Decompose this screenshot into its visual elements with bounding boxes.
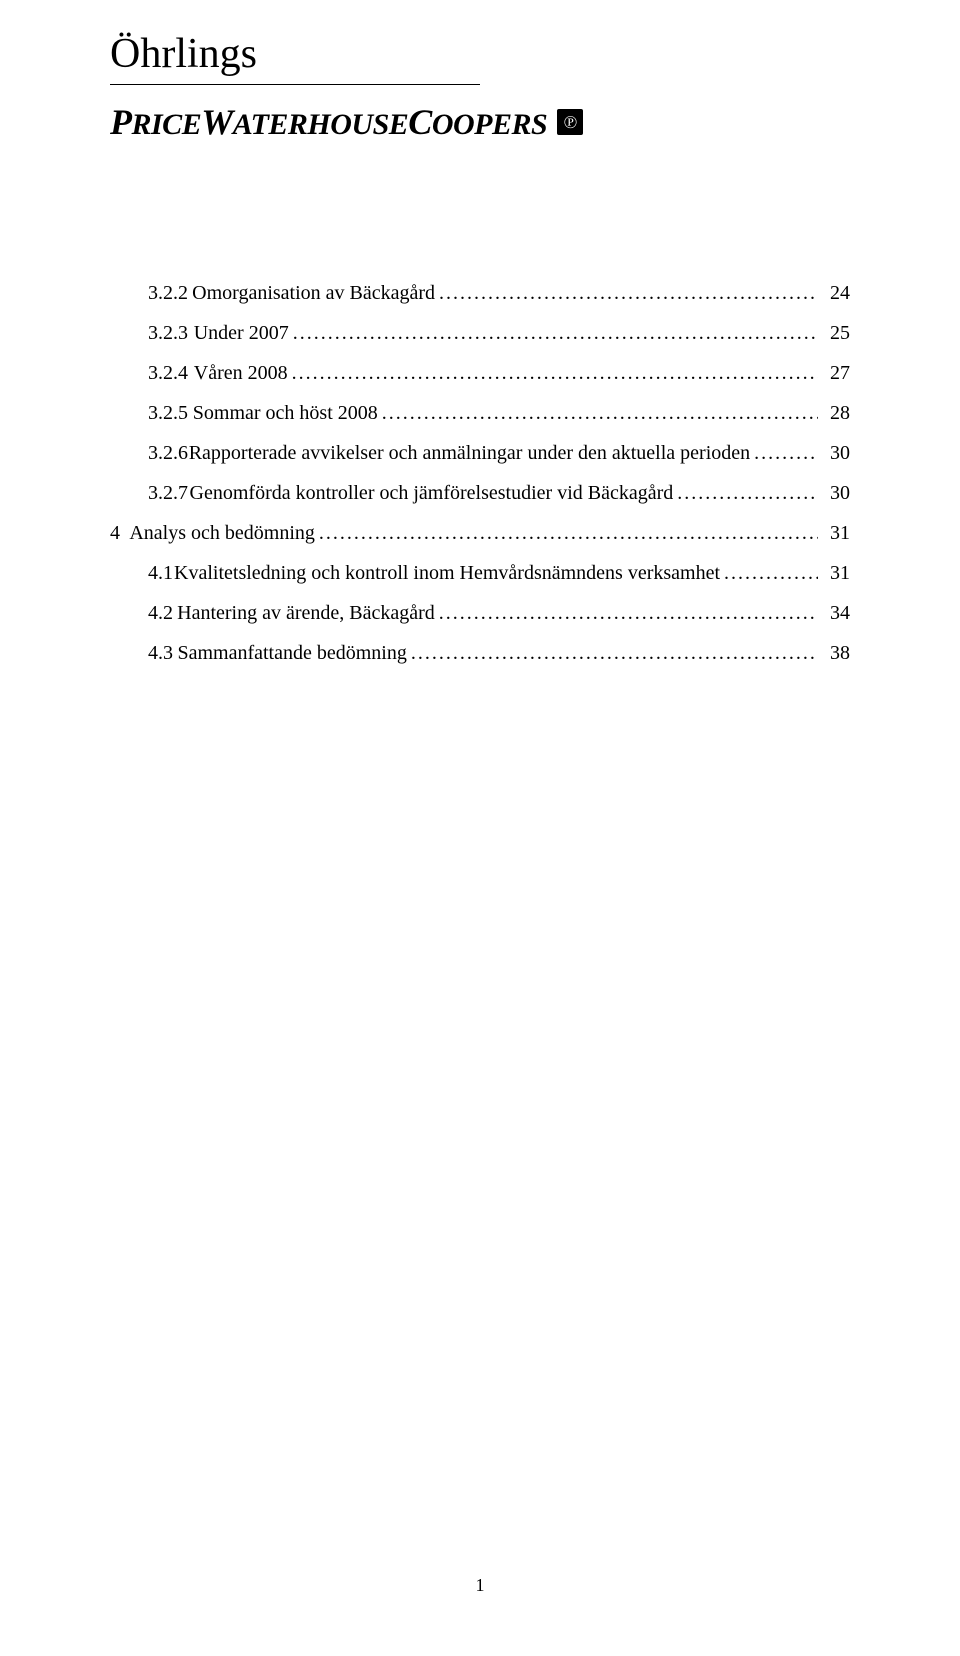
toc-entry: 3.2.4Våren 2008 27 bbox=[110, 353, 850, 393]
toc-entry-title: Sammanfattande bedömning bbox=[177, 633, 410, 673]
document-page: Öhrlings PRICEWATERHOUSECOOPERS ℗ 3.2.2O… bbox=[0, 0, 960, 1656]
toc-leader-dots bbox=[293, 313, 818, 353]
toc-entry-number: 3.2.2 bbox=[148, 273, 188, 313]
toc-entry-number: 4 bbox=[110, 513, 120, 553]
toc-leader-dots bbox=[319, 513, 818, 553]
toc-leader-dots bbox=[439, 593, 818, 633]
toc-entry-title: Sommar och höst 2008 bbox=[193, 393, 382, 433]
toc-leader-dots bbox=[411, 633, 818, 673]
toc-entry-page: 27 bbox=[818, 353, 850, 393]
toc-entry: 4.3Sammanfattande bedömning 38 bbox=[110, 633, 850, 673]
toc-entry-title: Rapporterade avvikelser och anmälningar … bbox=[189, 433, 754, 473]
toc-entry-page: 25 bbox=[818, 313, 850, 353]
toc-entry: 4Analys och bedömning 31 bbox=[110, 513, 850, 553]
toc-leader-dots bbox=[677, 473, 818, 513]
toc-entry: 3.2.7Genomförda kontroller och jämförels… bbox=[110, 473, 850, 513]
toc-entry-page: 30 bbox=[818, 433, 850, 473]
toc-entry-number: 4.1 bbox=[148, 553, 173, 593]
logo-pwc: PRICEWATERHOUSECOOPERS bbox=[110, 101, 547, 143]
toc-entry: 3.2.6Rapporterade avvikelser och anmälni… bbox=[110, 433, 850, 473]
toc-entry-title: Kvalitetsledning och kontroll inom Hemvå… bbox=[174, 553, 724, 593]
toc-entry-title: Under 2007 bbox=[194, 313, 293, 353]
toc-entry: 3.2.2Omorganisation av Bäckagård 24 bbox=[110, 273, 850, 313]
logo-pwc-row: PRICEWATERHOUSECOOPERS ℗ bbox=[110, 101, 850, 143]
logo-badge-icon: ℗ bbox=[557, 109, 583, 135]
toc-entry-page: 34 bbox=[818, 593, 850, 633]
toc-leader-dots bbox=[754, 433, 818, 473]
toc-entry-page: 24 bbox=[818, 273, 850, 313]
table-of-contents: 3.2.2Omorganisation av Bäckagård243.2.3U… bbox=[110, 273, 850, 673]
toc-entry-number: 3.2.3 bbox=[148, 313, 188, 353]
toc-leader-dots bbox=[292, 353, 818, 393]
page-number: 1 bbox=[0, 1575, 960, 1596]
toc-entry-page: 31 bbox=[818, 513, 850, 553]
toc-entry: 4.2Hantering av ärende, Bäckagård 34 bbox=[110, 593, 850, 633]
toc-leader-dots bbox=[382, 393, 818, 433]
toc-leader-dots bbox=[439, 273, 818, 313]
logo-ohrlings: Öhrlings bbox=[110, 30, 850, 78]
toc-entry-page: 31 bbox=[818, 553, 850, 593]
toc-entry-title: Analys och bedömning bbox=[129, 513, 319, 553]
logo-divider bbox=[110, 84, 480, 85]
toc-entry-title: Våren 2008 bbox=[194, 353, 292, 393]
toc-entry-number: 3.2.7 bbox=[148, 473, 188, 513]
toc-entry-number: 4.3 bbox=[148, 633, 173, 673]
toc-entry-page: 38 bbox=[818, 633, 850, 673]
toc-entry-number: 4.2 bbox=[148, 593, 173, 633]
toc-entry-number: 3.2.5 bbox=[148, 393, 188, 433]
toc-entry-page: 28 bbox=[818, 393, 850, 433]
toc-leader-dots bbox=[724, 553, 818, 593]
toc-entry-number: 3.2.6 bbox=[148, 433, 188, 473]
toc-entry-page: 30 bbox=[818, 473, 850, 513]
toc-entry-title: Omorganisation av Bäckagård bbox=[192, 273, 439, 313]
toc-entry: 4.1Kvalitetsledning och kontroll inom He… bbox=[110, 553, 850, 593]
toc-entry: 3.2.5Sommar och höst 2008 28 bbox=[110, 393, 850, 433]
toc-entry-number: 3.2.4 bbox=[148, 353, 188, 393]
toc-entry-title: Hantering av ärende, Bäckagård bbox=[177, 593, 439, 633]
toc-entry-title: Genomförda kontroller och jämförelsestud… bbox=[190, 473, 678, 513]
toc-entry: 3.2.3Under 2007 25 bbox=[110, 313, 850, 353]
